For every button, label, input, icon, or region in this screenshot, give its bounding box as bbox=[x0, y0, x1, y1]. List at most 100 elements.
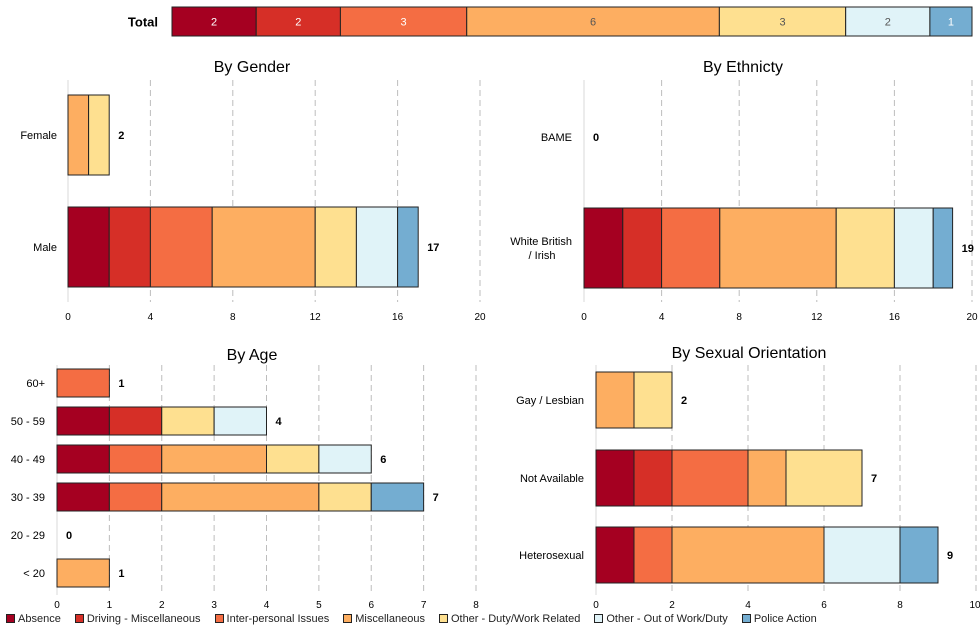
bar-segment bbox=[56, 482, 110, 512]
chart-gender: By Gender 0 4 8 12 16 20 Female 2 Male 17 bbox=[20, 59, 486, 323]
row-label: 40 - 49 bbox=[11, 454, 45, 466]
bar-segment bbox=[622, 207, 663, 289]
bar-segment bbox=[213, 406, 267, 436]
x-tick-label: 8 bbox=[897, 600, 903, 611]
row-label: Not Available bbox=[520, 473, 584, 485]
row-label: 20 - 29 bbox=[11, 530, 45, 542]
legend-item: Miscellaneous bbox=[343, 613, 425, 625]
x-tick-label: 0 bbox=[54, 600, 60, 611]
row-label: 60+ bbox=[26, 378, 45, 390]
legend-item: Other - Duty/Work Related bbox=[438, 613, 580, 625]
bar-segment bbox=[56, 368, 110, 398]
bar-segment bbox=[355, 206, 399, 288]
bar-segment bbox=[67, 94, 90, 176]
x-tick-label: 16 bbox=[392, 312, 404, 323]
bar-segment bbox=[583, 207, 624, 289]
bar-segment bbox=[893, 207, 934, 289]
legend-item: Other - Out of Work/Duty bbox=[594, 613, 728, 625]
bar-segment bbox=[149, 206, 213, 288]
row-total-label: 0 bbox=[66, 530, 72, 542]
x-tick-label: 20 bbox=[966, 312, 978, 323]
row-label: Male bbox=[33, 242, 57, 254]
legend-swatch bbox=[343, 614, 353, 623]
row-total-label: 0 bbox=[593, 132, 599, 144]
bar-segment bbox=[56, 406, 110, 436]
bar-segment bbox=[661, 207, 721, 289]
x-tick-label: 4 bbox=[659, 312, 665, 323]
x-tick-label: 8 bbox=[230, 312, 236, 323]
bar-segment bbox=[161, 406, 215, 436]
x-tick-label: 7 bbox=[421, 600, 427, 611]
row-label: Gay / Lesbian bbox=[516, 395, 584, 407]
bar-segment bbox=[785, 449, 863, 507]
bar-segment bbox=[835, 207, 895, 289]
legend-swatch bbox=[741, 614, 751, 623]
x-tick-label: 4 bbox=[264, 600, 270, 611]
bar-segment bbox=[108, 206, 151, 288]
row-label: White British / Irish bbox=[510, 236, 572, 262]
legend-item: Police Action bbox=[741, 612, 817, 625]
total-segment bbox=[845, 6, 931, 37]
bar-segment bbox=[595, 449, 635, 507]
row-label: Heterosexual bbox=[519, 550, 584, 562]
x-tick-label: 4 bbox=[148, 312, 154, 323]
bar-segment bbox=[633, 371, 673, 429]
bar-segment bbox=[932, 207, 954, 289]
legend-label: Inter-personal Issues bbox=[226, 612, 330, 625]
bar-segment bbox=[161, 444, 267, 474]
x-tick-label: 20 bbox=[474, 312, 486, 323]
bar-segment bbox=[671, 449, 749, 507]
bar-segment bbox=[633, 449, 673, 507]
bar-segment bbox=[595, 371, 635, 429]
x-tick-label: 0 bbox=[581, 312, 587, 323]
bar-segment bbox=[823, 526, 901, 584]
chart-title: By Ethnicty bbox=[703, 59, 783, 76]
row-label: 50 - 59 bbox=[11, 416, 45, 428]
x-tick-label: 2 bbox=[159, 600, 165, 611]
total-segment-value: 6 bbox=[590, 17, 596, 29]
x-tick-label: 6 bbox=[368, 600, 374, 611]
legend-swatch bbox=[438, 614, 448, 623]
row-total-label: 2 bbox=[118, 130, 124, 142]
chart-title: By Sexual Orientation bbox=[672, 345, 827, 362]
x-tick-label: 3 bbox=[211, 600, 217, 611]
legend-item: Driving - Miscellaneous bbox=[74, 613, 201, 625]
x-tick-label: 12 bbox=[310, 312, 322, 323]
bar-segment bbox=[67, 206, 110, 288]
total-segment-value: 3 bbox=[779, 17, 785, 29]
bar-segment bbox=[633, 526, 673, 584]
legend-label: Police Action bbox=[753, 612, 817, 625]
legend: Absence Driving - Miscellaneous Inter-pers… bbox=[6, 611, 976, 626]
total-segment bbox=[929, 6, 973, 37]
row-label: < 20 bbox=[23, 568, 45, 580]
x-tick-label: 5 bbox=[316, 600, 322, 611]
row-total-label: 4 bbox=[276, 416, 283, 428]
chart-ethnicity: By Ethnicty 0 4 8 12 16 20 BAME 0 White British / … bbox=[510, 59, 978, 323]
bar-segment bbox=[370, 482, 425, 512]
row-label: Female bbox=[20, 130, 57, 142]
row-label: BAME bbox=[541, 132, 572, 144]
total-bar: Total 2 2 3 6 3 2 1 bbox=[128, 6, 973, 37]
row-total-label: 19 bbox=[962, 243, 974, 255]
row-total-label: 6 bbox=[380, 454, 386, 466]
x-tick-label: 4 bbox=[745, 600, 751, 611]
legend-swatch bbox=[6, 614, 15, 623]
bar-segment bbox=[56, 444, 110, 474]
row-total-label: 7 bbox=[871, 473, 877, 485]
chart-age: By Age 0 1 2 3 4 5 6 7 8 60+ 1 50 - 59 4 40 - 49 6 30 - … bbox=[11, 347, 479, 611]
legend-swatch bbox=[214, 614, 224, 623]
total-segment bbox=[255, 6, 341, 37]
total-segment-value: 2 bbox=[211, 17, 217, 29]
total-segment bbox=[171, 6, 257, 37]
total-segment-value: 2 bbox=[885, 17, 891, 29]
x-tick-label: 8 bbox=[736, 312, 742, 323]
bar-segment bbox=[56, 558, 110, 588]
bar-segment bbox=[211, 206, 316, 288]
bar-segment bbox=[108, 444, 163, 474]
bar-segment bbox=[108, 482, 163, 512]
legend-swatch bbox=[74, 614, 84, 623]
bar-segment bbox=[161, 482, 320, 512]
total-segment-value: 3 bbox=[401, 17, 407, 29]
bar-segment bbox=[318, 444, 372, 474]
x-tick-label: 1 bbox=[107, 600, 113, 611]
